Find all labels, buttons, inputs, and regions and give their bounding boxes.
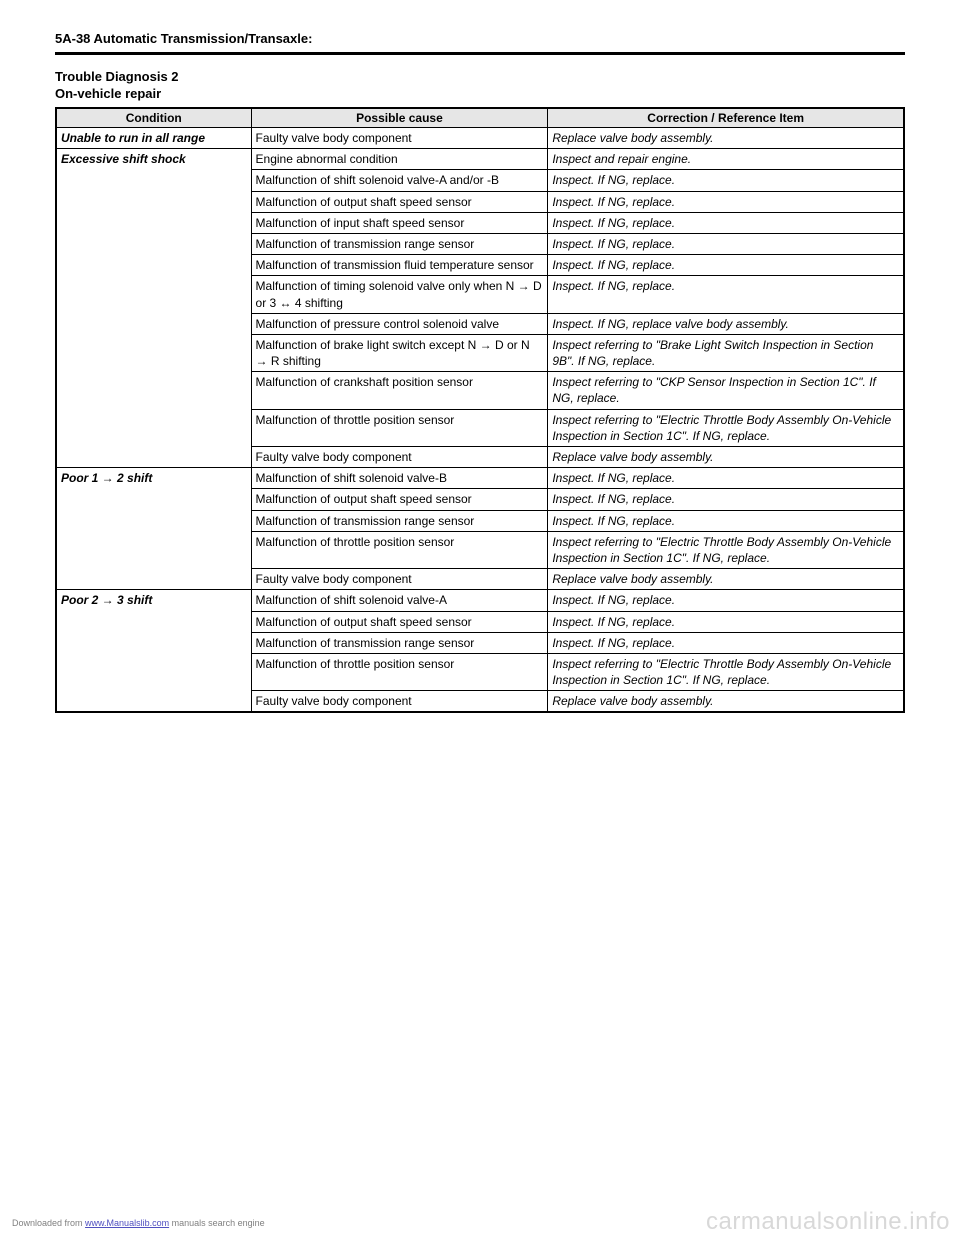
table-row: Poor 1 → 2 shiftMalfunction of shift sol… (56, 468, 904, 489)
footer-link[interactable]: www.Manualslib.com (85, 1218, 169, 1228)
cause-cell: Malfunction of input shaft speed sensor (251, 212, 548, 233)
cause-cell: Faulty valve body component (251, 447, 548, 468)
cause-cell: Malfunction of output shaft speed sensor (251, 191, 548, 212)
cause-cell: Malfunction of output shaft speed sensor (251, 611, 548, 632)
cause-cell: Faulty valve body component (251, 569, 548, 590)
cause-cell: Faulty valve body component (251, 128, 548, 149)
condition-cell: Unable to run in all range (56, 128, 251, 149)
header-cause: Possible cause (251, 108, 548, 128)
correction-cell: Replace valve body assembly. (548, 691, 904, 713)
cause-cell: Malfunction of timing solenoid valve onl… (251, 276, 548, 313)
correction-cell: Replace valve body assembly. (548, 569, 904, 590)
table-row: Unable to run in all rangeFaulty valve b… (56, 128, 904, 149)
correction-cell: Inspect. If NG, replace. (548, 276, 904, 313)
footer-prefix: Downloaded from (12, 1218, 85, 1228)
correction-cell: Inspect. If NG, replace. (548, 510, 904, 531)
correction-cell: Inspect. If NG, replace. (548, 489, 904, 510)
correction-cell: Inspect. If NG, replace valve body assem… (548, 313, 904, 334)
cause-cell: Malfunction of output shaft speed sensor (251, 489, 548, 510)
correction-cell: Inspect referring to "Brake Light Switch… (548, 334, 904, 371)
page-ref: 5A-38 Automatic Transmission/Transaxle: (55, 31, 312, 46)
cause-cell: Malfunction of throttle position sensor (251, 531, 548, 568)
cause-cell: Malfunction of brake light switch except… (251, 334, 548, 371)
header-correction: Correction / Reference Item (548, 108, 904, 128)
correction-cell: Inspect. If NG, replace. (548, 468, 904, 489)
cause-cell: Malfunction of throttle position sensor (251, 653, 548, 690)
cause-cell: Malfunction of crankshaft position senso… (251, 372, 548, 409)
table-row: Excessive shift shockEngine abnormal con… (56, 149, 904, 170)
footer-suffix: manuals search engine (169, 1218, 265, 1228)
cause-cell: Malfunction of transmission range sensor (251, 510, 548, 531)
cause-cell: Malfunction of pressure control solenoid… (251, 313, 548, 334)
correction-cell: Inspect and repair engine. (548, 149, 904, 170)
table-header-row: Condition Possible cause Correction / Re… (56, 108, 904, 128)
correction-cell: Inspect. If NG, replace. (548, 233, 904, 254)
cause-cell: Malfunction of transmission range sensor (251, 233, 548, 254)
correction-cell: Inspect referring to "CKP Sensor Inspect… (548, 372, 904, 409)
correction-cell: Inspect. If NG, replace. (548, 212, 904, 233)
table-body: Unable to run in all rangeFaulty valve b… (56, 128, 904, 713)
page-header: 5A-38 Automatic Transmission/Transaxle: (55, 30, 905, 55)
table-row: Poor 2 → 3 shiftMalfunction of shift sol… (56, 590, 904, 611)
section-title: Trouble Diagnosis 2 (55, 69, 905, 84)
correction-cell: Inspect referring to "Electric Throttle … (548, 653, 904, 690)
correction-cell: Inspect. If NG, replace. (548, 255, 904, 276)
correction-cell: Inspect referring to "Electric Throttle … (548, 409, 904, 446)
download-footer: Downloaded from www.Manualslib.com manua… (12, 1218, 265, 1228)
cause-cell: Malfunction of throttle position sensor (251, 409, 548, 446)
correction-cell: Inspect. If NG, replace. (548, 632, 904, 653)
cause-cell: Malfunction of shift solenoid valve-A (251, 590, 548, 611)
header-condition: Condition (56, 108, 251, 128)
correction-cell: Replace valve body assembly. (548, 128, 904, 149)
cause-cell: Engine abnormal condition (251, 149, 548, 170)
cause-cell: Faulty valve body component (251, 691, 548, 713)
diagnosis-table: Condition Possible cause Correction / Re… (55, 107, 905, 713)
page-content: 5A-38 Automatic Transmission/Transaxle: … (0, 0, 960, 713)
correction-cell: Inspect. If NG, replace. (548, 170, 904, 191)
correction-cell: Inspect. If NG, replace. (548, 611, 904, 632)
condition-cell: Poor 1 → 2 shift (56, 468, 251, 590)
correction-cell: Replace valve body assembly. (548, 447, 904, 468)
cause-cell: Malfunction of transmission range sensor (251, 632, 548, 653)
cause-cell: Malfunction of shift solenoid valve-B (251, 468, 548, 489)
condition-cell: Poor 2 → 3 shift (56, 590, 251, 713)
condition-cell: Excessive shift shock (56, 149, 251, 468)
cause-cell: Malfunction of shift solenoid valve-A an… (251, 170, 548, 191)
correction-cell: Inspect. If NG, replace. (548, 590, 904, 611)
correction-cell: Inspect referring to "Electric Throttle … (548, 531, 904, 568)
correction-cell: Inspect. If NG, replace. (548, 191, 904, 212)
section-subtitle: On-vehicle repair (55, 86, 905, 101)
cause-cell: Malfunction of transmission fluid temper… (251, 255, 548, 276)
watermark: carmanualsonline.info (706, 1208, 950, 1236)
